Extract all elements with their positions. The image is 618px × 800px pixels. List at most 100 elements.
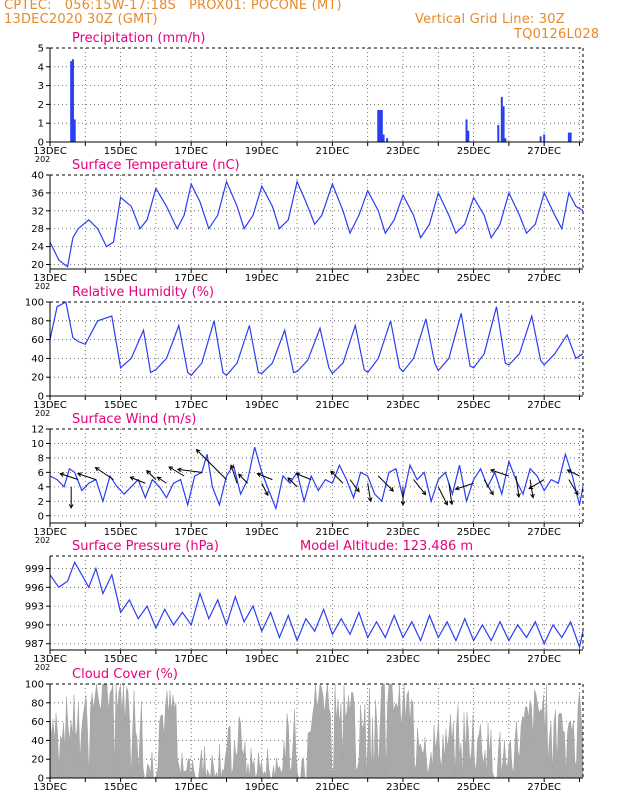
panel-cloud: 0 20 40 60 80 100 13DEC 15DEC 17DEC 19DEC 21DEC 23D… (25, 667, 584, 793)
x-tick-label: 15DEC (104, 782, 138, 793)
x-tick-label: 21DEC (316, 273, 350, 284)
panel-title: Relative Humidity (%) (72, 285, 214, 300)
wind-arrow (146, 470, 157, 480)
y-tick-label: 0 (38, 392, 44, 403)
y-tick-label: 3 (38, 81, 44, 92)
x-tick-label: 25DEC (457, 400, 491, 411)
x-tick-label: 25DEC (457, 273, 491, 284)
wind-arrow-head (195, 448, 201, 454)
x-tick-label: 23DEC (386, 400, 420, 411)
wind-arrow-head (489, 490, 494, 496)
y-tick-label: 0 (38, 511, 44, 522)
temp-series-line (49, 179, 584, 268)
wind-arrow-head (59, 472, 65, 477)
wind-arrow (95, 467, 114, 481)
y-tick-label: 100 (25, 680, 44, 691)
wind-arrow-head (287, 477, 293, 482)
wind-arrow (130, 476, 146, 484)
y-tick-label: 4 (38, 62, 44, 73)
year-label: 202 (35, 663, 50, 672)
y-tick-label: 8 (38, 453, 44, 464)
wind-arrow (168, 466, 185, 477)
precip-bar (70, 61, 73, 142)
x-tick-label: 19DEC (245, 527, 279, 538)
x-tick-label: 15DEC (104, 400, 138, 411)
wind-arrow (490, 469, 510, 477)
x-tick-label: 23DEC (386, 527, 420, 538)
y-tick-label: 80 (31, 698, 44, 709)
panel-rh: 0 20 40 60 80 100 13DEC 15DEC 17DEC 19DEC 21DEC 23D… (25, 285, 584, 418)
precip-bar (465, 119, 468, 142)
x-tick-label: 23DEC (386, 273, 420, 284)
wind-arrow (257, 473, 273, 481)
precip-bar (71, 59, 74, 142)
x-tick-label: 13DEC (33, 527, 67, 538)
pres-series-line (49, 560, 584, 650)
y-tick-label: 100 (25, 298, 44, 309)
x-tick-label: 27DEC (527, 273, 561, 284)
x-tick-label: 13DEC (33, 654, 67, 665)
wind-arrow-head (449, 500, 454, 506)
y-tick-label: 24 (31, 242, 44, 253)
wind-arrow (528, 479, 545, 490)
wind-arrow-head (129, 476, 135, 481)
y-tick-label: 60 (31, 717, 44, 728)
wind-arrow-head (400, 501, 406, 506)
panel-title: Surface Wind (m/s) (72, 412, 196, 427)
precip-bar (569, 132, 572, 142)
wind-arrow (261, 483, 269, 496)
rh-series-line (49, 301, 584, 377)
header-code: TQ0126L028 (514, 27, 600, 42)
y-tick-label: 12 (31, 425, 44, 436)
x-tick-label: 15DEC (104, 146, 138, 157)
x-tick-label: 23DEC (386, 782, 420, 793)
wind-arrow-head (566, 469, 572, 474)
precip-bar (73, 119, 76, 142)
y-tick-label: 987 (25, 639, 44, 650)
wind-arrow-head (264, 491, 269, 497)
cloud-cover-area (49, 683, 584, 779)
panel-wind: 0 2 4 6 8 10 12 13DEC 15DEC 17DEC 19DEC 21DEC 23DEC 2… (31, 412, 584, 545)
x-tick-label: 15DEC (104, 527, 138, 538)
wind-arrow (483, 479, 494, 495)
wind-arrow (448, 483, 453, 505)
wind-arrow (177, 468, 202, 473)
y-tick-label: 2 (38, 497, 44, 508)
x-tick-label: 27DEC (527, 527, 561, 538)
panel-title: Surface Temperature (nC) (72, 158, 240, 173)
x-tick-label: 15DEC (104, 273, 138, 284)
wind-arrow (413, 479, 426, 495)
wind-arrow-head (295, 472, 301, 478)
wind-arrow-head (421, 490, 427, 496)
y-tick-label: 2 (38, 100, 44, 111)
x-tick-label: 27DEC (527, 782, 561, 793)
panel-pres: 987 990 993 996 999 13DEC 15DEC 17DEC 19DEC 21DEC… (25, 539, 584, 672)
x-tick-label: 13DEC (33, 146, 67, 157)
precip-bar (379, 110, 382, 142)
x-tick-label: 27DEC (527, 654, 561, 665)
precip-bar (567, 132, 570, 142)
x-tick-label: 21DEC (316, 782, 350, 793)
wind-arrow (567, 469, 580, 477)
x-tick-label: 25DEC (457, 527, 491, 538)
x-tick-label: 19DEC (245, 782, 279, 793)
y-tick-label: 28 (31, 224, 44, 235)
x-tick-label: 25DEC (457, 146, 491, 157)
wind-arrow (367, 483, 372, 502)
wind-arrow (568, 479, 579, 495)
panel-temp: 20 24 28 32 36 40 13DEC 15DEC 17DEC 19DEC 21DEC 23D… (31, 158, 584, 291)
x-tick-label: 17DEC (174, 400, 208, 411)
x-tick-label: 17DEC (174, 146, 208, 157)
year-label: 202 (35, 409, 50, 418)
wind-arrow (157, 476, 167, 484)
wind-arrow (515, 475, 520, 498)
wind-arrow-head (237, 473, 243, 479)
year-label: 202 (35, 155, 50, 164)
panel-title: Surface Pressure (hPa) (72, 539, 219, 554)
wind-arrow (296, 473, 312, 481)
wind-arrow-head (256, 472, 262, 478)
x-tick-label: 23DEC (386, 654, 420, 665)
x-tick-label: 19DEC (245, 654, 279, 665)
y-tick-label: 40 (31, 354, 44, 365)
